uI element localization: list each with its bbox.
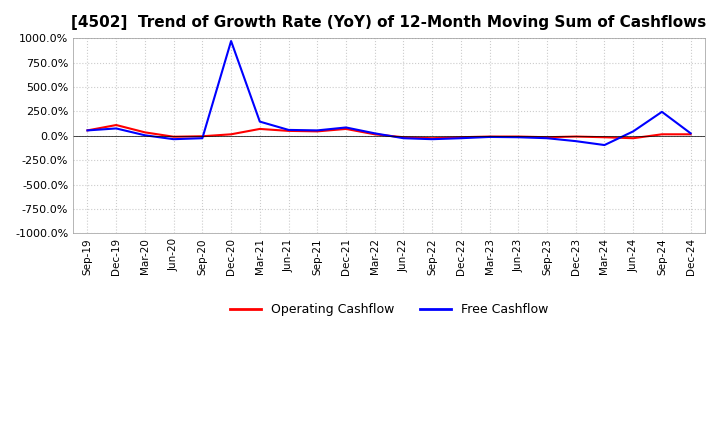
- Free Cashflow: [657, 109, 666, 114]
- Free Cashflow: [686, 131, 695, 136]
- Operating Cashflow: [370, 132, 379, 137]
- Free Cashflow: [572, 139, 580, 144]
- Free Cashflow: [485, 134, 494, 139]
- Free Cashflow: [514, 135, 523, 140]
- Free Cashflow: [600, 143, 609, 148]
- Operating Cashflow: [140, 130, 149, 135]
- Free Cashflow: [284, 127, 293, 132]
- Free Cashflow: [169, 136, 178, 142]
- Operating Cashflow: [456, 135, 465, 140]
- Title: [4502]  Trend of Growth Rate (YoY) of 12-Month Moving Sum of Cashflows: [4502] Trend of Growth Rate (YoY) of 12-…: [71, 15, 707, 30]
- Free Cashflow: [456, 136, 465, 141]
- Operating Cashflow: [399, 135, 408, 140]
- Operating Cashflow: [600, 135, 609, 140]
- Free Cashflow: [83, 128, 91, 133]
- Free Cashflow: [198, 136, 207, 141]
- Free Cashflow: [140, 132, 149, 138]
- Free Cashflow: [399, 136, 408, 141]
- Operating Cashflow: [543, 135, 552, 140]
- Legend: Operating Cashflow, Free Cashflow: Operating Cashflow, Free Cashflow: [225, 298, 553, 321]
- Operating Cashflow: [485, 134, 494, 139]
- Free Cashflow: [313, 128, 322, 133]
- Free Cashflow: [342, 125, 351, 130]
- Operating Cashflow: [572, 134, 580, 139]
- Free Cashflow: [428, 136, 436, 142]
- Operating Cashflow: [256, 126, 264, 132]
- Free Cashflow: [543, 136, 552, 141]
- Line: Operating Cashflow: Operating Cashflow: [87, 125, 690, 138]
- Free Cashflow: [629, 129, 637, 134]
- Operating Cashflow: [227, 132, 235, 137]
- Free Cashflow: [370, 131, 379, 136]
- Operating Cashflow: [686, 132, 695, 137]
- Operating Cashflow: [514, 134, 523, 139]
- Operating Cashflow: [83, 128, 91, 133]
- Operating Cashflow: [112, 122, 120, 128]
- Operating Cashflow: [428, 136, 436, 141]
- Operating Cashflow: [629, 136, 637, 141]
- Free Cashflow: [227, 38, 235, 44]
- Operating Cashflow: [198, 134, 207, 139]
- Operating Cashflow: [657, 132, 666, 137]
- Operating Cashflow: [313, 129, 322, 134]
- Operating Cashflow: [284, 128, 293, 133]
- Operating Cashflow: [169, 134, 178, 139]
- Line: Free Cashflow: Free Cashflow: [87, 41, 690, 145]
- Free Cashflow: [112, 126, 120, 131]
- Free Cashflow: [256, 119, 264, 124]
- Operating Cashflow: [342, 126, 351, 132]
